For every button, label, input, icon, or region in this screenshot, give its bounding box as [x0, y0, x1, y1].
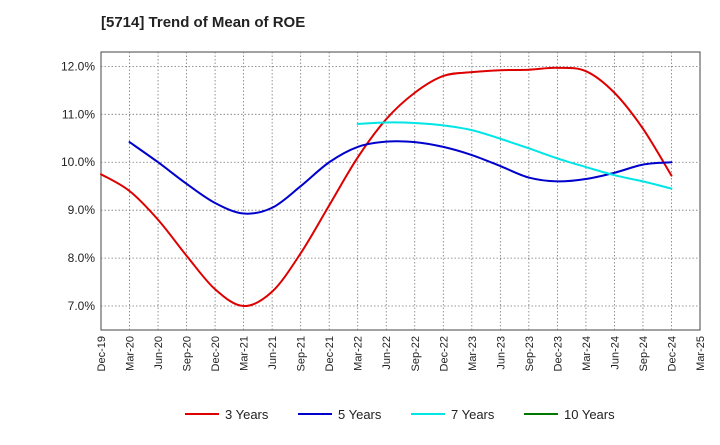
y-tick-label: 11.0%: [62, 107, 95, 121]
y-tick-label: 10.0%: [61, 155, 95, 169]
x-tick-label: Dec-24: [666, 336, 678, 371]
y-tick-label: 7.0%: [68, 299, 96, 313]
x-tick-label: Dec-20: [210, 336, 222, 371]
x-tick-label: Mar-21: [239, 336, 251, 371]
chart-title: [5714] Trend of Mean of ROE: [101, 14, 306, 31]
x-tick-label: Mar-20: [125, 336, 137, 371]
x-tick-label: Jun-22: [381, 336, 393, 370]
x-tick-label: Mar-23: [467, 336, 479, 371]
x-tick-label: Mar-22: [353, 336, 365, 371]
y-axis: 7.0% 8.0% 9.0% 10.0% 11.0% 12.0%: [61, 59, 95, 313]
x-tick-label: Mar-25: [695, 336, 707, 371]
x-axis: Dec-19 Mar-20 Jun-20 Sep-20 Dec-20 Mar-21 Jun-…: [96, 336, 707, 371]
x-tick-label: Dec-21: [324, 336, 336, 371]
x-tick-label: Jun-21: [267, 336, 279, 370]
x-tick-label: Jun-24: [609, 336, 621, 370]
y-tick-label: 12.0%: [61, 59, 95, 73]
x-tick-label: Sep-21: [296, 336, 308, 371]
x-tick-label: Jun-20: [153, 336, 165, 370]
y-tick-label: 8.0%: [68, 251, 96, 265]
y-tick-label: 9.0%: [68, 203, 96, 217]
x-tick-label: Mar-24: [581, 336, 593, 371]
x-tick-label: Sep-20: [182, 336, 194, 371]
legend-label-5-years: 5 Years: [338, 407, 382, 422]
legend: 3 Years 5 Years 7 Years 10 Years: [185, 407, 615, 422]
x-tick-label: Dec-22: [438, 336, 450, 371]
legend-label-10-years: 10 Years: [564, 407, 615, 422]
grid-lines: [101, 52, 700, 330]
series-line-3-years: [100, 66, 673, 308]
legend-label-7-years: 7 Years: [451, 407, 495, 422]
x-tick-label: Sep-23: [524, 336, 536, 371]
plot-area: [100, 51, 701, 331]
x-tick-label: Sep-24: [638, 336, 650, 371]
series-lines: [100, 66, 673, 308]
x-tick-label: Dec-19: [96, 336, 108, 371]
series-line-7-years: [356, 121, 673, 190]
x-tick-label: Sep-22: [410, 336, 422, 371]
series-line-5-years: [128, 140, 673, 215]
x-tick-label: Dec-23: [552, 336, 564, 371]
legend-label-3-years: 3 Years: [225, 407, 269, 422]
x-tick-label: Jun-23: [495, 336, 507, 370]
